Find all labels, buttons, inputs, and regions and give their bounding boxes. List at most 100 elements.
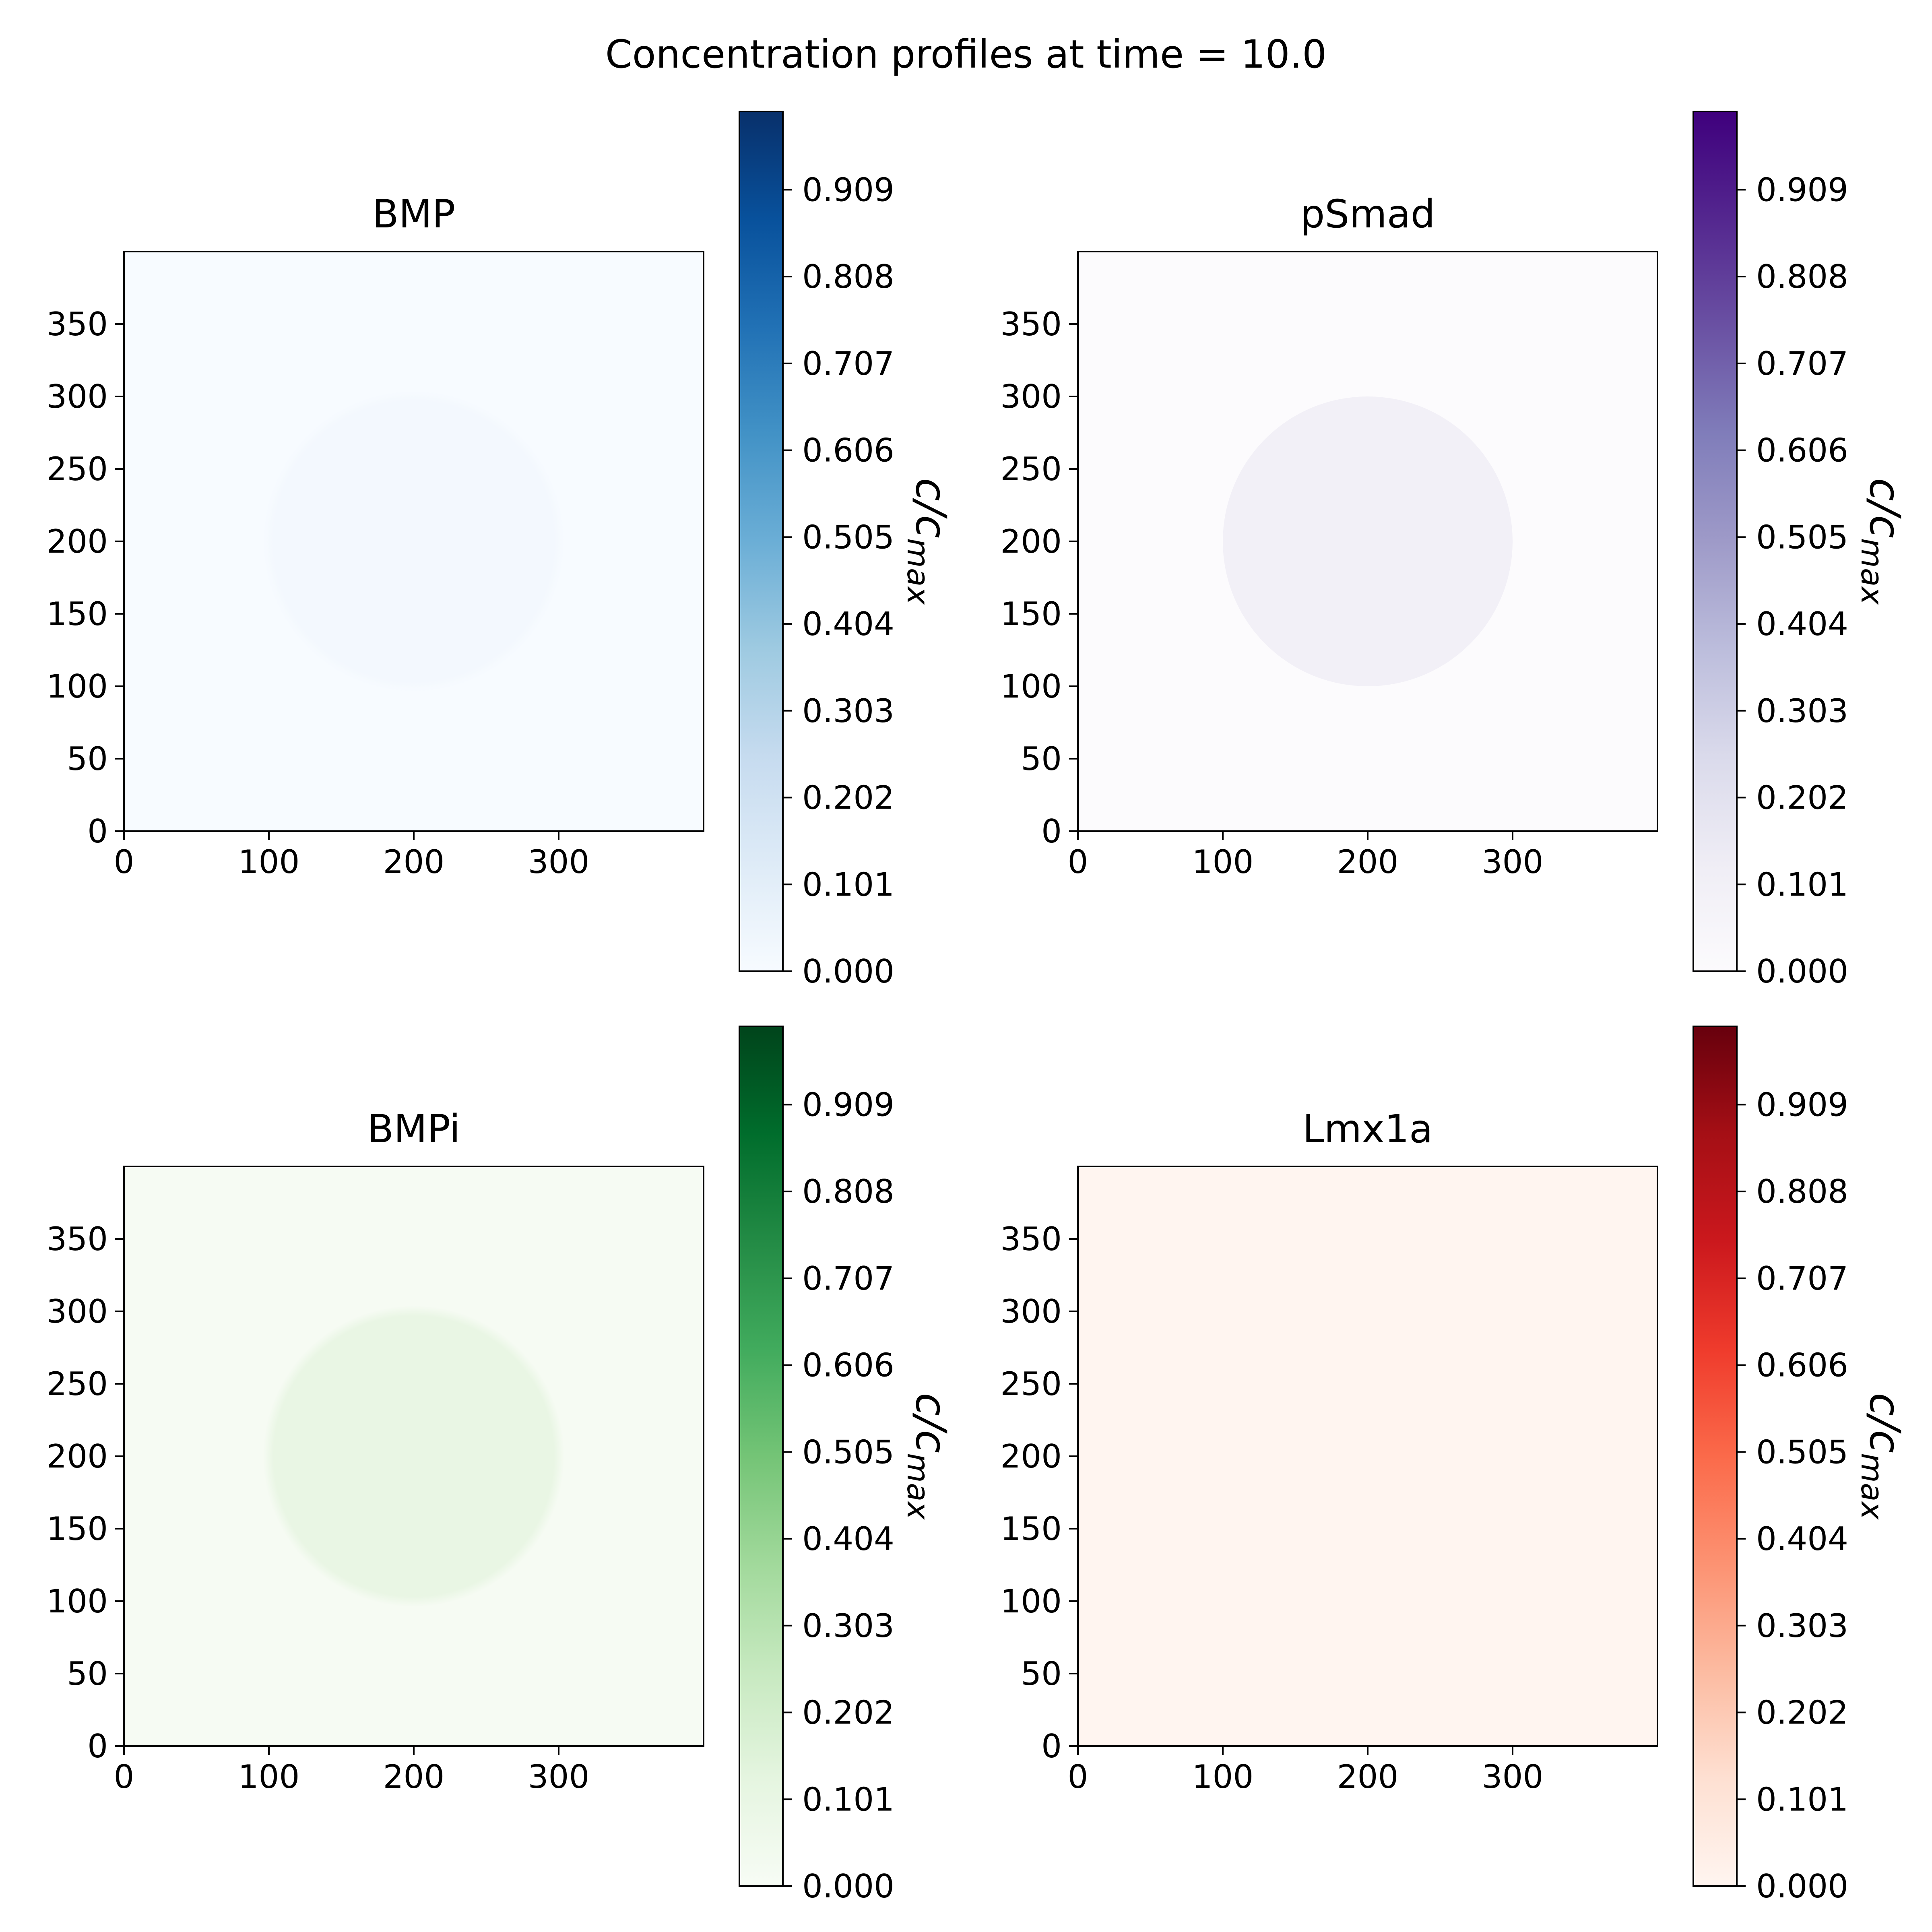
colorbar-tick-label: 0.909	[802, 1086, 894, 1123]
colorbar-tick-label: 0.707	[1756, 1260, 1848, 1297]
x-tick-label: 100	[238, 843, 300, 881]
y-tick-label: 150	[1000, 595, 1062, 633]
colorbar-tick-label: 0.808	[1756, 258, 1848, 295]
colorbar-tick-label: 0.606	[802, 1347, 894, 1384]
colorbar-tick-label: 0.303	[1756, 692, 1848, 730]
colorbar-frame	[739, 111, 784, 972]
x-tick-label: 0	[114, 1758, 134, 1796]
panel-title: BMP	[372, 192, 456, 237]
x-tick-label: 300	[528, 843, 590, 881]
colorbar-frame	[1693, 111, 1738, 972]
x-tick-label: 300	[1482, 843, 1544, 881]
y-tick-label: 350	[46, 1220, 108, 1258]
y-tick-label: 50	[1021, 1655, 1062, 1693]
y-tick-label: 300	[1000, 1293, 1062, 1330]
colorbar-tick-label: 0.808	[802, 1173, 894, 1210]
colorbar-tick-label: 0.909	[1756, 1086, 1848, 1123]
y-tick-label: 0	[1041, 1728, 1062, 1765]
y-tick-label: 50	[67, 1655, 108, 1693]
colorbar-tick-label: 0.808	[802, 258, 894, 295]
y-tick-label: 150	[1000, 1510, 1062, 1548]
x-tick-label: 300	[528, 1758, 590, 1796]
y-tick-label: 350	[1000, 1220, 1062, 1258]
panel-psmad: pSmad 0 100 200 300 0 50 100 150 200 250 300 350 0.00…	[1000, 111, 1909, 990]
colorbar-tick-label: 0.909	[802, 171, 894, 208]
colorbar-tick-label: 0.606	[802, 432, 894, 469]
y-tick-label: 150	[46, 1510, 108, 1548]
colorbar-label: c/cmax	[1854, 1393, 1909, 1520]
y-tick-label: 50	[1021, 740, 1062, 778]
y-tick-label: 350	[46, 305, 108, 343]
x-tick-label: 100	[1192, 843, 1254, 881]
colorbar-label: c/cmax	[900, 1393, 956, 1520]
colorbar-tick-label: 0.303	[1756, 1607, 1848, 1645]
colorbar-tick-label: 0.707	[1756, 345, 1848, 382]
y-tick-label: 300	[1000, 378, 1062, 415]
y-tick-label: 100	[46, 668, 108, 705]
colorbar-tick-label: 0.404	[1756, 1520, 1848, 1558]
panel-title: pSmad	[1300, 192, 1435, 237]
colorbar-tick-label: 0.202	[802, 1694, 894, 1732]
colorbar-tick-label: 0.202	[802, 779, 894, 817]
colorbar-tick-label: 0.101	[802, 1781, 894, 1818]
y-tick-label: 300	[46, 378, 108, 415]
colorbar-tick-label: 0.202	[1756, 1694, 1848, 1732]
y-tick-label: 0	[87, 813, 108, 850]
x-tick-label: 100	[238, 1758, 300, 1796]
heatmap-disk	[263, 390, 565, 692]
x-tick-label: 200	[383, 1758, 445, 1796]
y-tick-label: 250	[46, 1365, 108, 1403]
y-tick-label: 50	[67, 740, 108, 778]
colorbar-tick-label: 0.000	[1756, 953, 1848, 990]
colorbar-tick-label: 0.000	[802, 1868, 894, 1905]
colorbar-tick-label: 0.505	[1756, 1433, 1848, 1471]
heatmap-background	[1078, 1166, 1657, 1746]
x-tick-label: 100	[1192, 1758, 1254, 1796]
y-tick-label: 250	[1000, 450, 1062, 488]
colorbar-tick-label: 0.101	[1756, 866, 1848, 903]
y-tick-label: 200	[1000, 1438, 1062, 1475]
x-tick-label: 200	[1337, 843, 1399, 881]
y-tick-label: 100	[46, 1583, 108, 1620]
colorbar-gradient	[1693, 1026, 1737, 1886]
y-tick-label: 100	[1000, 668, 1062, 705]
panel-bmpi: BMPi 0 100 200 300 0 50 100 150 200 250 300 350 0.000…	[46, 1026, 956, 1905]
colorbar-frame	[739, 1026, 784, 1887]
heatmap-disk	[263, 1305, 565, 1607]
colorbar-tick-label: 0.505	[1756, 518, 1848, 556]
panel-title: BMPi	[367, 1106, 460, 1152]
y-tick-label: 100	[1000, 1583, 1062, 1620]
colorbar-tick-label: 0.303	[802, 692, 894, 730]
colorbar-gradient	[739, 111, 783, 971]
panel-bmp: BMP 0 100 200 300 0 50 100 150 200 250 300 350 0.000 0…	[46, 111, 956, 990]
y-tick-label: 200	[46, 523, 108, 560]
y-tick-label: 150	[46, 595, 108, 633]
colorbar-tick-label: 0.101	[1756, 1781, 1848, 1818]
heatmap-disk	[1223, 396, 1513, 686]
colorbar-frame	[1693, 1026, 1738, 1887]
y-tick-label: 0	[1041, 813, 1062, 850]
colorbar-tick-label: 0.606	[1756, 1347, 1848, 1384]
colorbar-tick-label: 0.808	[1756, 1173, 1848, 1210]
colorbar-tick-label: 0.404	[802, 605, 894, 643]
colorbar-tick-label: 0.000	[1756, 1868, 1848, 1905]
colorbar-tick-label: 0.404	[1756, 605, 1848, 643]
x-tick-label: 0	[1068, 1758, 1088, 1796]
figure-suptitle: Concentration profiles at time = 10.0	[605, 32, 1327, 77]
colorbar-tick-label: 0.101	[802, 866, 894, 903]
colorbar-tick-label: 0.505	[802, 518, 894, 556]
panel-lmx1a: Lmx1a 0 100 200 300 0 50 100 150 200 250 300 350 0.00…	[1000, 1026, 1909, 1905]
y-tick-label: 200	[46, 1438, 108, 1475]
y-tick-label: 200	[1000, 523, 1062, 560]
colorbar-tick-label: 0.404	[802, 1520, 894, 1558]
y-tick-label: 350	[1000, 305, 1062, 343]
panel-title: Lmx1a	[1302, 1106, 1433, 1152]
colorbar-label: c/cmax	[900, 478, 956, 605]
y-tick-label: 0	[87, 1728, 108, 1765]
x-tick-label: 0	[114, 843, 134, 881]
colorbar-tick-label: 0.303	[802, 1607, 894, 1645]
colorbar-gradient	[1693, 111, 1737, 971]
colorbar-tick-label: 0.707	[802, 345, 894, 382]
y-tick-label: 250	[1000, 1365, 1062, 1403]
